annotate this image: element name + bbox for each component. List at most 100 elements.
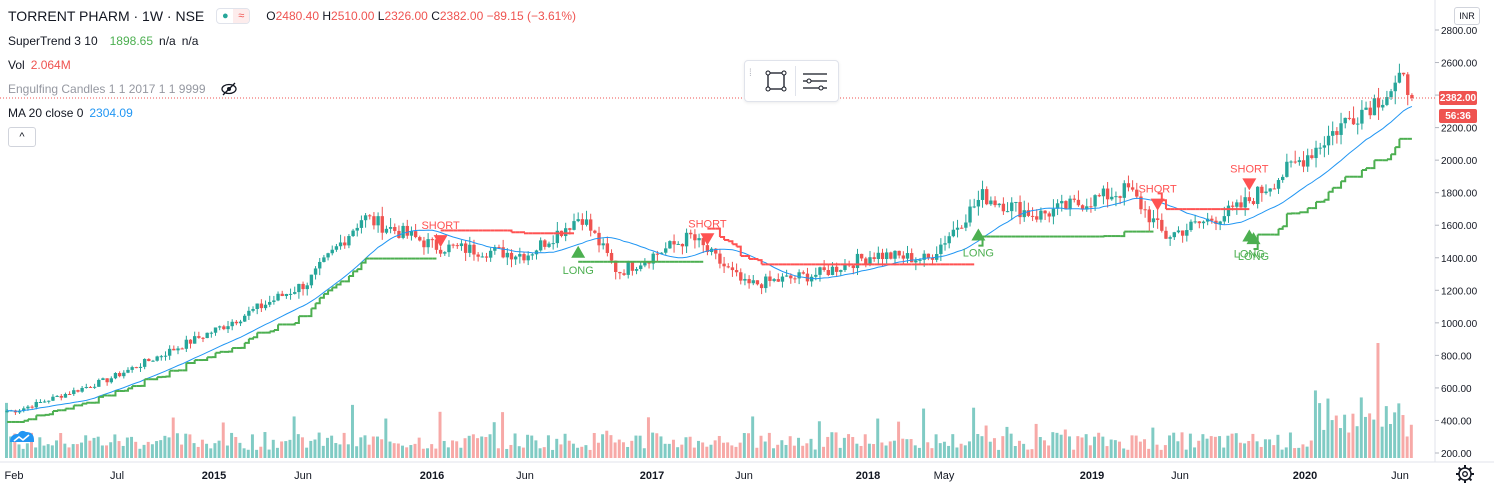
candle-body	[368, 215, 372, 217]
volume-bar	[1030, 449, 1034, 458]
volume-bar	[384, 418, 388, 458]
volume-bar	[1393, 412, 1397, 458]
volume-bar	[1326, 398, 1330, 458]
volume-bar	[909, 439, 913, 458]
candle-body	[1372, 98, 1377, 116]
supertrend-line	[1324, 191, 1330, 201]
candle-body	[338, 242, 343, 247]
time-tick-label: 2020	[1293, 470, 1317, 482]
short-signal-label: SHORT	[421, 220, 460, 232]
candle-body	[355, 227, 359, 231]
supertrend-line	[1395, 138, 1401, 149]
supertrend-line	[48, 410, 54, 416]
volume-bar	[1297, 447, 1301, 458]
volume-legend[interactable]: Vol 2.064M	[8, 58, 71, 72]
engulfing-legend[interactable]: Engulfing Candles 1 1 2017 1 1 9999	[8, 82, 238, 96]
candle-body	[714, 248, 718, 254]
volume-bar	[888, 441, 892, 458]
volume-bar	[617, 439, 621, 458]
candle-body	[1197, 221, 1201, 224]
volume-bar	[296, 434, 300, 458]
market-status-badge[interactable]: ● ≈	[216, 8, 251, 24]
volume-bar	[75, 444, 79, 458]
supertrend-line	[348, 271, 355, 277]
symbol-title[interactable]: TORRENT PHARM · 1W · NSE	[8, 8, 205, 24]
volume-bar	[559, 444, 563, 458]
candle-body	[1039, 210, 1043, 220]
candle-body	[801, 272, 805, 274]
supertrend-line	[315, 297, 321, 305]
settings-lines-button[interactable]	[796, 65, 834, 97]
candle-body	[701, 238, 705, 246]
candle-body	[1010, 202, 1014, 212]
candle-body	[1047, 213, 1051, 217]
volume-bar	[1259, 446, 1263, 458]
volume-bar	[275, 447, 279, 458]
candle-body	[351, 230, 355, 237]
supertrend-line	[519, 231, 525, 234]
candle-body	[1064, 201, 1068, 210]
volume-bar	[205, 443, 209, 458]
volume-bar	[759, 435, 763, 458]
short-signal-label: SHORT	[1138, 184, 1177, 196]
gear-icon[interactable]	[1455, 464, 1475, 484]
volume-bar	[1076, 436, 1080, 458]
short-arrow-icon	[1150, 198, 1165, 211]
candle-body	[1339, 123, 1343, 135]
volume-bar	[792, 445, 796, 458]
candle-body	[789, 275, 793, 279]
candle-body	[880, 252, 885, 260]
supertrend-line	[273, 324, 280, 332]
eye-crossed-icon[interactable]	[220, 82, 238, 96]
supertrend-legend[interactable]: SuperTrend 3 10 1898.65 n/a n/a	[8, 34, 198, 48]
candle-body	[393, 227, 397, 231]
ma-legend[interactable]: MA 20 close 0 2304.09	[8, 106, 133, 120]
time-tick-label: May	[934, 470, 955, 482]
currency-button[interactable]: INR	[1454, 7, 1480, 25]
tradingview-logo-icon[interactable]	[8, 428, 36, 446]
candle-body	[1318, 147, 1322, 149]
candle-body	[1260, 186, 1264, 194]
volume-bar	[1255, 441, 1259, 458]
short-arrow-icon	[1242, 178, 1257, 191]
volume-bar	[363, 435, 367, 458]
collapse-legend-button[interactable]: ^	[8, 127, 36, 147]
candle-body	[939, 244, 943, 255]
volume-bar	[150, 444, 154, 458]
volume-bar	[984, 425, 988, 458]
volume-bar	[84, 435, 88, 458]
candle-body	[113, 373, 118, 379]
candle-body	[501, 247, 505, 258]
candle-body	[684, 232, 689, 247]
volume-bar	[1034, 423, 1038, 458]
candle-body	[922, 253, 926, 260]
candle-body	[897, 250, 901, 256]
volume-bar	[830, 432, 834, 458]
volume-bar	[880, 442, 884, 458]
rectangle-tool-button[interactable]	[757, 65, 795, 97]
volume-bar	[1126, 449, 1130, 458]
candle-body	[784, 275, 789, 277]
volume-bar	[851, 436, 855, 458]
candle-body	[664, 248, 668, 253]
volume-bar	[659, 436, 663, 458]
volume-bar	[1143, 439, 1147, 458]
supertrend-line	[1336, 181, 1343, 189]
candle-body	[751, 280, 755, 284]
supertrend-line	[1341, 176, 1347, 183]
candle-body	[272, 300, 276, 302]
price-tick-label: 800.00	[1441, 351, 1472, 362]
candle-body	[1118, 196, 1122, 198]
volume-bar	[738, 442, 742, 458]
volume-bar	[613, 442, 617, 458]
volume-bar	[1388, 423, 1392, 458]
supertrend-line	[753, 257, 759, 261]
candle-body	[505, 252, 510, 258]
floating-toolbar[interactable]: ⁞	[744, 60, 839, 102]
drag-handle-icon[interactable]: ⁞	[749, 68, 752, 79]
volume-bar	[246, 449, 250, 458]
supertrend-line	[211, 352, 217, 359]
volume-bar	[325, 437, 329, 458]
candle-body	[830, 266, 835, 276]
candle-body	[88, 386, 93, 388]
